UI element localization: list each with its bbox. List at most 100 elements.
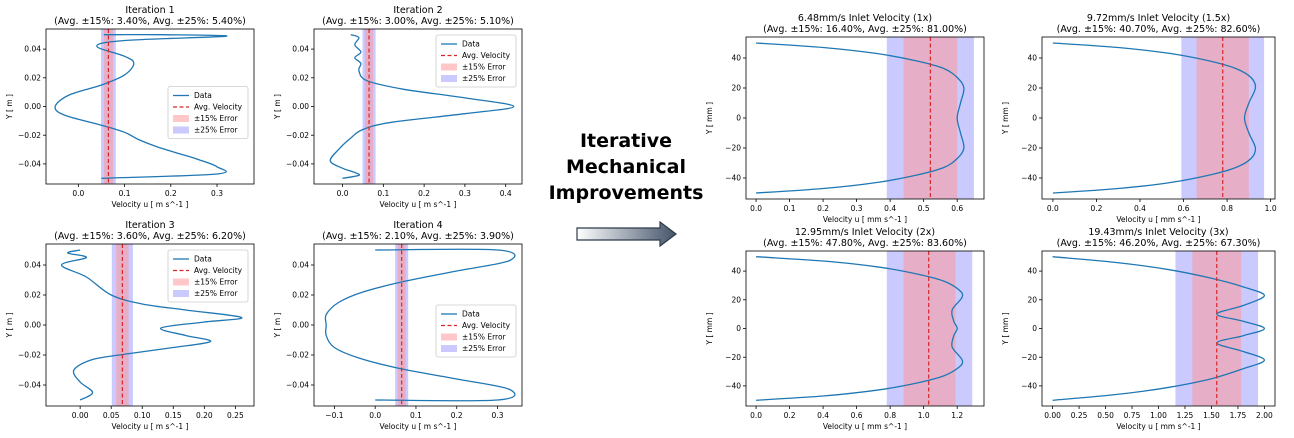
- y-tick-label: −0.02: [18, 131, 41, 140]
- legend-label: ±25% Error: [194, 289, 239, 298]
- x-tick-label: 0.4: [884, 204, 896, 213]
- error-band-15: [903, 251, 956, 406]
- error-band-15: [1192, 251, 1242, 406]
- x-tick-label: 0.0: [337, 189, 349, 198]
- y-axis-label: Y [ m ]: [273, 94, 282, 120]
- data-line: [1052, 256, 1266, 401]
- legend-band25-swatch: [441, 345, 457, 352]
- y-tick-label: −0.04: [18, 160, 41, 169]
- x-tick-label: 2.00: [1256, 411, 1273, 420]
- x-tick-label: 0.0: [72, 189, 84, 198]
- x-tick-label: −0.1: [325, 411, 343, 420]
- error-band-15: [364, 29, 374, 184]
- x-tick-label: 0.2: [817, 204, 829, 213]
- plot-area: [54, 29, 228, 184]
- chart-title: Iteration 1: [125, 5, 174, 16]
- x-tick-label: 0.25: [227, 411, 244, 420]
- legend-label: Avg. Velocity: [194, 266, 243, 275]
- x-tick-label: 1.2: [951, 411, 963, 420]
- annotation-line-1: Iterative: [579, 130, 673, 152]
- x-tick-label: 0.2: [165, 189, 177, 198]
- y-tick-label: 0.00: [24, 102, 41, 111]
- chart-iteration-2: Iteration 2(Avg. ±15%: 3.00%, Avg. ±25%:…: [273, 5, 523, 209]
- x-tick-label: 0.0: [750, 411, 762, 420]
- y-tick-label: −0.04: [286, 381, 309, 390]
- x-tick-label: 0.3: [492, 411, 504, 420]
- chart-title: Iteration 2: [393, 5, 442, 16]
- x-tick-label: 0.4: [817, 411, 829, 420]
- x-tick-label: 0.6: [851, 411, 863, 420]
- data-line: [756, 42, 965, 194]
- chart-inlet-velocity-1-5x: 9.72mm/s Inlet Velocity (1.5x)(Avg. ±15%…: [1001, 13, 1277, 224]
- error-band-15: [103, 29, 114, 184]
- y-tick-label: −40: [725, 174, 741, 183]
- chart-inlet-velocity-3x: 19.43mm/s Inlet Velocity (3x)(Avg. ±15%:…: [1001, 227, 1276, 431]
- y-tick-label: 20: [1027, 295, 1037, 304]
- x-tick-label: 0.6: [1178, 204, 1190, 213]
- chart-subtitle: (Avg. ±15%: 3.00%, Avg. ±25%: 5.10%): [322, 16, 514, 27]
- legend-box: [167, 249, 249, 303]
- data-line: [60, 249, 243, 401]
- legend-label: ±15% Error: [194, 114, 239, 123]
- x-tick-label: 0.2: [784, 411, 796, 420]
- y-tick-label: −0.02: [286, 351, 309, 360]
- y-tick-label: 0.04: [292, 45, 309, 54]
- x-tick-label: 0.00: [1044, 411, 1061, 420]
- y-tick-label: 20: [731, 295, 741, 304]
- y-tick-label: 0.04: [292, 261, 309, 270]
- x-tick-label: 1.00: [1150, 411, 1167, 420]
- y-tick-label: 40: [1027, 267, 1037, 276]
- legend-band15-swatch: [173, 278, 189, 286]
- x-tick-label: 1.75: [1230, 411, 1247, 420]
- y-tick-label: 0.00: [24, 321, 41, 330]
- x-tick-label: 1.25: [1177, 411, 1194, 420]
- y-tick-label: 40: [731, 267, 741, 276]
- x-tick-label: 0.10: [134, 411, 151, 420]
- y-tick-label: −20: [725, 144, 741, 153]
- y-tick-label: 40: [1027, 54, 1037, 63]
- y-tick-label: −20: [1021, 353, 1037, 362]
- plot-area: [60, 244, 243, 406]
- chart-title: 6.48mm/s Inlet Velocity (1x): [798, 13, 932, 24]
- y-tick-label: 20: [1027, 84, 1037, 93]
- y-tick-label: 0.02: [24, 291, 41, 300]
- x-tick-label: 0.20: [196, 411, 213, 420]
- chart-title: 9.72mm/s Inlet Velocity (1.5x): [1087, 13, 1230, 24]
- plot-area: [1052, 251, 1266, 406]
- y-tick-label: 0: [1032, 324, 1037, 333]
- x-tick-label: 0.1: [119, 189, 131, 198]
- chart-subtitle: (Avg. ±15%: 46.20%, Avg. ±25%: 67.30%): [1057, 238, 1261, 249]
- chart-subtitle: (Avg. ±15%: 2.10%, Avg. ±25%: 3.90%): [322, 231, 514, 242]
- legend-label: Data: [194, 255, 212, 264]
- chart-title: 12.95mm/s Inlet Velocity (2x): [795, 227, 935, 238]
- x-tick-label: 0.1: [410, 411, 422, 420]
- y-tick-label: 0.02: [292, 291, 309, 300]
- chart-subtitle: (Avg. ±15%: 47.80%, Avg. ±25%: 83.60%): [763, 238, 967, 249]
- chart-title: 19.43mm/s Inlet Velocity (3x): [1088, 227, 1228, 238]
- data-line: [756, 256, 964, 401]
- x-tick-label: 0.2: [451, 411, 463, 420]
- x-tick-label: 0.4: [1134, 204, 1146, 213]
- data-line: [54, 33, 228, 179]
- legend-label: ±15% Error: [194, 278, 239, 287]
- y-tick-label: 0.00: [292, 102, 309, 111]
- y-axis-label: Y [ mm ]: [1001, 312, 1010, 345]
- x-tick-label: 0.2: [418, 189, 430, 198]
- y-tick-label: 0: [736, 324, 741, 333]
- x-tick-label: 0.8: [884, 411, 896, 420]
- y-tick-label: −40: [725, 382, 741, 391]
- y-tick-label: 20: [731, 84, 741, 93]
- legend-label: ±25% Error: [194, 126, 239, 135]
- legend-band25-swatch: [173, 290, 189, 297]
- legend-box: [167, 86, 249, 139]
- legend-label: Avg. Velocity: [462, 51, 511, 60]
- x-axis-label: Velocity u [ m s^-1 ]: [380, 422, 457, 431]
- x-tick-label: 0.8: [1221, 204, 1233, 213]
- x-tick-label: 0.6: [951, 204, 963, 213]
- y-tick-label: −0.04: [286, 160, 309, 169]
- chart-title: Iteration 3: [125, 220, 174, 231]
- legend-band15-swatch: [441, 333, 457, 341]
- x-tick-label: 0.5: [918, 204, 930, 213]
- y-tick-label: −40: [1021, 174, 1037, 183]
- y-tick-label: 0.02: [24, 73, 41, 82]
